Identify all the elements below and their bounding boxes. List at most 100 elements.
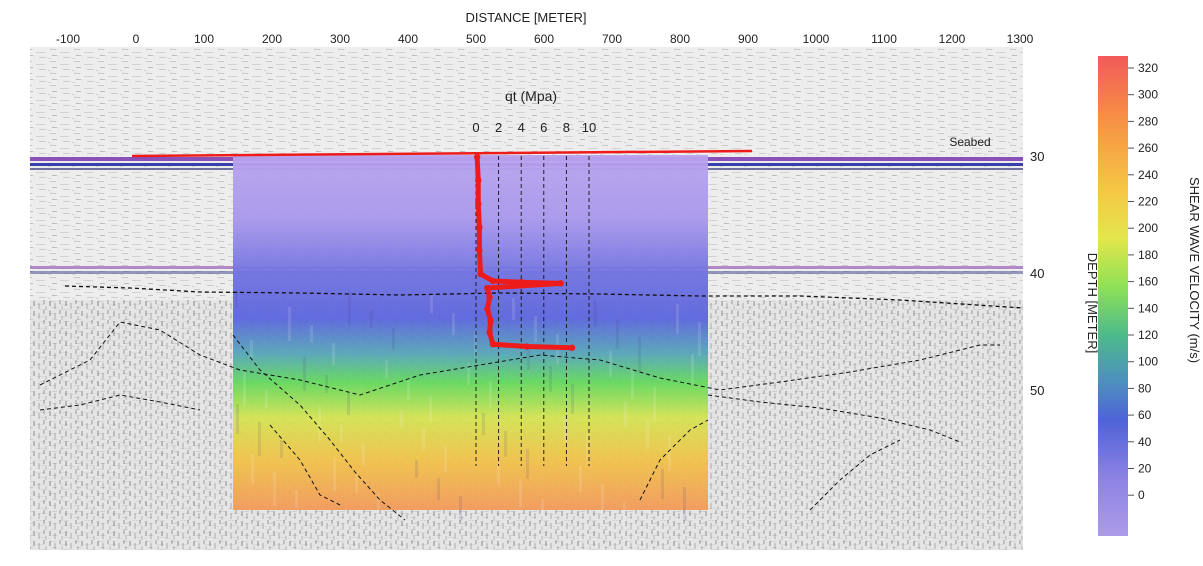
x-tick-label: 300 [330, 32, 350, 46]
horizon-line-upper [64, 285, 1024, 309]
x-tick-label: 900 [738, 32, 758, 46]
x-tick-label: 200 [262, 32, 282, 46]
shear-wave-texture [235, 290, 701, 536]
cpt-tick-label: 0 [472, 120, 479, 135]
cpt-point [489, 277, 497, 285]
cpt-point [484, 284, 491, 292]
velocity-texture-stroke [623, 502, 626, 536]
shear-wave-section [233, 155, 708, 510]
velocity-texture-stroke [512, 298, 515, 320]
velocity-texture-stroke [407, 378, 410, 400]
velocity-texture-stroke [489, 381, 492, 407]
colorbar-tick-label: 80 [1138, 381, 1152, 395]
horizon-line-right [707, 394, 961, 443]
velocity-texture-stroke [586, 434, 589, 464]
velocity-texture-stroke [601, 484, 604, 514]
x-tick-label: -100 [56, 32, 80, 46]
velocity-texture-stroke [534, 316, 537, 342]
colorbar-tick-label: 280 [1138, 114, 1158, 128]
velocity-texture-stroke [646, 419, 649, 449]
colorbar-tick-label: 300 [1138, 88, 1158, 102]
x-tick-label: 500 [466, 32, 486, 46]
colorbar [1098, 56, 1128, 536]
velocity-texture-stroke [251, 454, 254, 484]
velocity-texture-stroke [236, 404, 239, 434]
velocity-texture-stroke [444, 446, 447, 472]
cpt-tick-label: 2 [495, 120, 502, 135]
colorbar-tick-label: 20 [1138, 462, 1152, 476]
cpt-point [484, 305, 491, 313]
velocity-texture-stroke [624, 401, 627, 427]
velocity-texture-stroke [482, 413, 485, 435]
colorbar-tick-label: 0 [1138, 488, 1145, 502]
cpt-point [486, 329, 493, 336]
velocity-texture-stroke [235, 290, 238, 308]
velocity-texture-stroke [288, 307, 291, 341]
velocity-texture-stroke [303, 357, 306, 391]
x-tick-label: 1000 [803, 32, 830, 46]
velocity-texture-stroke [265, 390, 268, 408]
x-tick-label: 800 [670, 32, 690, 46]
x-tick-label: 400 [398, 32, 418, 46]
velocity-texture-stroke [280, 440, 283, 458]
velocity-texture-stroke [392, 328, 395, 350]
cpt-point [475, 177, 482, 184]
colorbar-tick-label: 120 [1138, 328, 1158, 342]
x-tick-label: 1100 [871, 32, 897, 46]
velocity-texture-stroke [683, 487, 686, 521]
colorbar-tick-label: 180 [1138, 248, 1158, 262]
x-axis-ticks: -100 0 100 200 300 400 500 600 700 800 900 1000 1100… [56, 32, 1034, 46]
y-tick-label: 30 [1030, 149, 1044, 164]
velocity-texture-stroke [333, 457, 336, 491]
velocity-texture-stroke [310, 325, 313, 343]
x-axis-label: DISTANCE [METER] [465, 10, 586, 25]
colorbar-tick-label: 240 [1138, 168, 1158, 182]
y-tick-label: 50 [1030, 383, 1044, 398]
velocity-texture-stroke [348, 292, 351, 326]
cpt-point [477, 270, 484, 278]
colorbar-tick-label: 60 [1138, 408, 1152, 422]
colorbar-tick-label: 200 [1138, 221, 1158, 235]
velocity-texture-stroke [638, 337, 641, 371]
velocity-texture-stroke [541, 499, 544, 529]
y-tick-label: 40 [1030, 266, 1044, 281]
cpt-tick-label: 6 [540, 120, 547, 135]
cpt-point [489, 341, 497, 348]
velocity-texture-stroke [594, 301, 597, 327]
velocity-texture-stroke [519, 481, 522, 507]
velocity-texture-stroke [668, 437, 671, 471]
velocity-texture-stroke [661, 469, 664, 499]
seabed-line [131, 149, 753, 158]
colorbar-tick-label: 140 [1138, 301, 1158, 315]
velocity-texture-stroke [653, 387, 656, 421]
cpt-point [568, 344, 576, 351]
velocity-texture-stroke [250, 340, 253, 358]
cpt-tick-label: 4 [518, 120, 525, 135]
cpt-point [476, 247, 483, 254]
velocity-texture-stroke [676, 304, 679, 334]
seabed-label: Seabed [949, 135, 990, 149]
velocity-texture-stroke [437, 478, 440, 500]
velocity-texture-stroke [691, 354, 694, 384]
y-axis-label: DEPTH [METER] [1085, 253, 1100, 353]
velocity-texture-stroke [318, 407, 321, 441]
cpt-point [523, 343, 531, 350]
cpt-point [476, 224, 483, 231]
horizon-line-lower-left-2 [269, 424, 341, 506]
velocity-texture-stroke [347, 393, 350, 415]
cpt-profile [473, 153, 576, 351]
x-tick-label: 700 [602, 32, 622, 46]
y-axis-ticks: 30 40 50 [1030, 149, 1044, 398]
horizon-line-lower-left [232, 334, 406, 521]
cpt-point [487, 317, 494, 324]
cpt-tick-label: 10 [582, 120, 596, 135]
velocity-texture-stroke [459, 496, 462, 522]
velocity-texture-stroke [526, 449, 529, 479]
velocity-texture-stroke [332, 343, 335, 365]
x-tick-label: 0 [133, 32, 140, 46]
velocity-texture-stroke [571, 384, 574, 414]
cpt-title: qt (Mpa) [505, 88, 557, 104]
x-tick-label: 1200 [939, 32, 966, 46]
velocity-texture-stroke [415, 460, 418, 478]
velocity-texture-stroke [429, 396, 432, 422]
